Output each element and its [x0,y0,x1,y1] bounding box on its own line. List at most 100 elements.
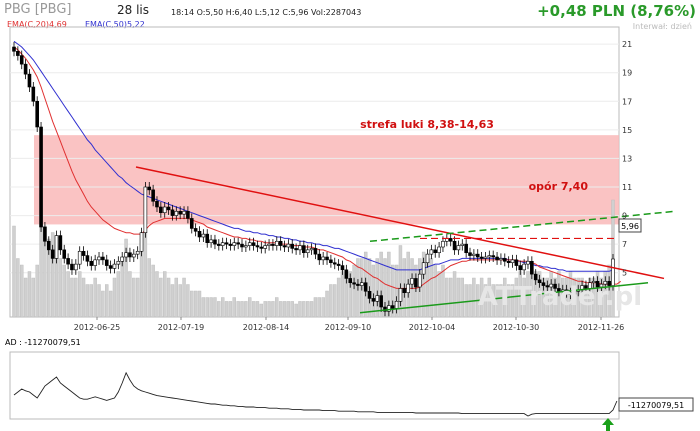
candle-body [433,249,438,254]
candle-body [108,265,113,269]
candle-body [124,252,128,258]
volume-bar [275,297,279,318]
candle-body [336,263,341,266]
ad-value: -11270079,51 [628,401,684,410]
volume-bar [93,277,97,318]
candle-body [70,263,74,271]
candle-body [591,280,596,284]
ad-line [13,371,618,417]
volume-bar [506,284,511,318]
candle-body [495,256,499,261]
x-tick-label: 2012-06-25 [74,323,121,332]
volume-bar [398,245,403,318]
candle-body [417,273,422,288]
y-tick-label: 21 [622,40,632,49]
volume-bar [464,284,468,318]
candle-body [155,200,159,208]
volume-bar [58,258,63,318]
candle-body [321,256,325,261]
candle-body [197,230,202,238]
volume-bar [255,301,260,318]
volume-bar [50,232,55,318]
volume-bar [209,297,213,318]
volume-bar [27,271,32,318]
ad-value-box: -11270079,51 [618,397,694,412]
candle-body [472,253,476,256]
volume-bar [429,258,434,318]
candle-body [151,189,155,202]
candle-body [46,240,51,251]
candle-body [468,252,472,256]
volume-bar [205,297,209,318]
volume-bar [128,271,132,318]
candle-body [166,206,171,211]
candle-body [16,50,20,56]
candle-body [247,242,252,246]
candle-body [522,263,526,271]
volume-bar [344,277,349,318]
candle-body [348,278,353,284]
candle-body [174,210,179,216]
candle-body [414,278,418,288]
candle-body [298,245,302,251]
candle-body [104,259,109,266]
candle-body [317,253,322,261]
volume-bar [371,264,376,318]
candle-body [54,235,59,259]
volume-bar [352,264,356,318]
volume-bar [437,271,441,318]
candle-body [263,245,267,249]
candle-body [572,290,577,295]
candle-body [116,260,121,265]
volume-bar [228,301,233,318]
volume-bar [159,277,163,318]
candle-body [390,305,395,309]
candle-body [267,243,271,246]
up-arrow-icon [602,418,614,431]
candle-body [452,240,457,251]
candle-body [50,249,55,259]
volume-bar [174,277,179,318]
candle-body [611,258,615,286]
price-change: +0,48 PLN (8,76%) [537,2,696,20]
volume-bar [66,271,70,318]
volume-bar [433,264,437,318]
candle-body [43,226,47,242]
volume-bar [290,301,294,318]
candle-body [406,283,410,294]
y-tick-label: 19 [622,69,632,78]
volume-bar [166,277,171,318]
volume-bar [499,284,503,318]
volume-bar [487,277,492,318]
volume-bar [201,297,206,318]
candle-body [213,239,217,245]
candle-body [456,245,461,251]
candle-body [549,283,553,288]
candle-body [19,55,24,65]
volume-bar [31,277,36,318]
volume-bar [445,277,449,318]
candle-body [282,245,287,248]
volume-bar [248,297,252,318]
candle-body [329,259,333,264]
candle-body [402,288,407,294]
candle-body [479,256,484,259]
ema20-legend: EMA(C,20)4,69 [7,20,67,29]
candle-body [58,235,63,251]
candle-body [568,292,573,295]
candle-body [595,280,600,288]
volume-bar [317,297,321,318]
volume-bar [576,277,580,318]
candle-body [23,63,28,75]
volume-bar [336,277,341,318]
downtrend-line [135,166,665,280]
volume-bar [309,301,314,318]
volume-bar [452,271,457,318]
x-tick-label: 2012-08-14 [243,323,290,332]
volume-bar [282,301,287,318]
date-label: 28 lis [117,3,150,17]
volume-bar [217,301,221,318]
volume-bar [522,277,526,318]
candle-body [93,259,97,266]
